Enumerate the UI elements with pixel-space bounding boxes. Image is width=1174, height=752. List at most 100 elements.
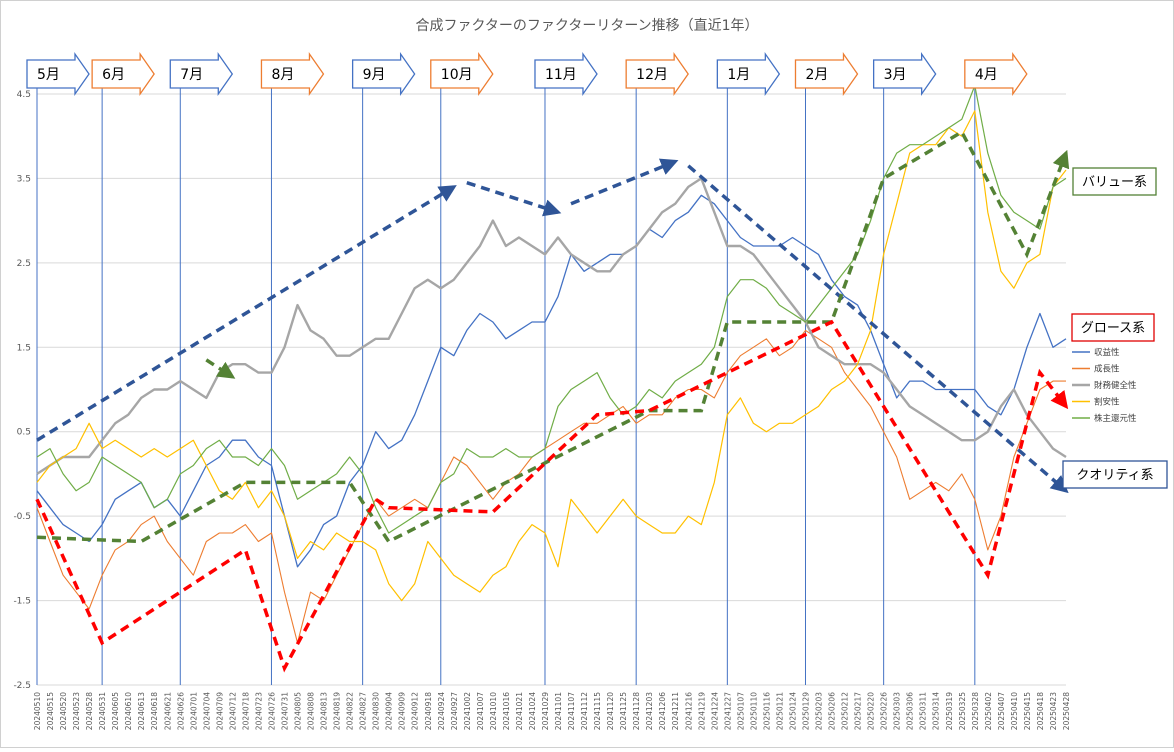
value-trend-arrow — [205, 358, 236, 379]
x-tick-label: 20250314 — [932, 692, 941, 730]
x-tick-label: 20240912 — [411, 692, 420, 730]
x-tick-label: 20240510 — [33, 692, 42, 730]
series-line-成長性 — [36, 329, 1066, 644]
x-tick-label: 20240610 — [124, 692, 133, 730]
x-tick-label: 20250107 — [736, 692, 745, 730]
x-tick-label: 20250325 — [958, 692, 967, 730]
x-tick-label: 20250311 — [919, 692, 928, 730]
legend-label: 成長性 — [1094, 364, 1120, 375]
quality-trend-arrow — [466, 181, 562, 217]
x-tick-label: 20250212 — [841, 692, 850, 730]
x-tick-label: 20241016 — [502, 692, 511, 730]
legend-label: 収益性 — [1094, 347, 1120, 358]
x-tick-label: 20240830 — [372, 692, 381, 730]
x-tick-label: 20241101 — [554, 692, 563, 730]
x-tick-label: 20241128 — [632, 692, 641, 730]
x-tick-label: 20250226 — [880, 692, 889, 730]
x-tick-label: 20240528 — [85, 692, 94, 730]
x-tick-label: 20241024 — [528, 692, 537, 730]
annotation-box — [1062, 460, 1168, 489]
x-tick-label: 20250306 — [906, 692, 915, 730]
x-tick-label: 20241007 — [476, 692, 485, 730]
x-tick-label: 20241224 — [710, 692, 719, 730]
x-tick-label: 20241115 — [593, 692, 602, 730]
x-tick-label: 20241002 — [463, 692, 472, 730]
month-arrow-shape — [964, 51, 1028, 97]
series-line-割安性 — [36, 110, 1067, 602]
y-tick-label: -2.5 — [13, 681, 31, 691]
series-line-株主還元性 — [36, 84, 1067, 534]
x-tick-label: 20241211 — [671, 692, 680, 730]
x-tick-label: 20241227 — [723, 692, 732, 730]
x-tick-label: 20240909 — [398, 692, 407, 730]
x-tick-label: 20241219 — [697, 692, 706, 730]
month-arrow-shape — [872, 51, 937, 97]
x-tick-label: 20240718 — [241, 692, 250, 730]
x-tick-label: 20240613 — [137, 692, 146, 730]
x-tick-label: 20240531 — [98, 692, 107, 730]
x-tick-label: 20240731 — [280, 692, 289, 730]
x-tick-label: 20240605 — [111, 692, 120, 730]
x-tick-label: 20250121 — [775, 692, 784, 730]
annotation-box — [1072, 167, 1157, 196]
x-tick-label: 20241107 — [567, 692, 576, 730]
x-tick-label: 20240904 — [385, 692, 394, 730]
month-arrow-label: 10月 — [441, 67, 473, 83]
x-tick-label: 20240618 — [150, 692, 159, 730]
x-tick-label: 20240808 — [307, 692, 316, 730]
x-tick-label: 20240523 — [72, 692, 81, 730]
y-tick-label: 3.5 — [17, 174, 31, 184]
x-tick-label: 20250206 — [828, 692, 837, 730]
x-tick-label: 20240819 — [333, 692, 342, 730]
annotation-label: グロース系 — [1081, 321, 1145, 336]
x-tick-label: 20240805 — [294, 692, 303, 730]
quality-trend-arrow — [36, 185, 457, 442]
x-tick-label: 20250303 — [893, 692, 902, 730]
month-arrow-label: 2月 — [805, 67, 828, 83]
x-tick-label: 20250423 — [1049, 692, 1058, 730]
annotation-box — [1071, 313, 1155, 342]
x-tick-label: 20250428 — [1062, 692, 1071, 730]
y-tick-label: 4.5 — [17, 90, 31, 100]
annotation-label: クオリティ系 — [1076, 468, 1153, 483]
x-tick-label: 20250415 — [1023, 692, 1032, 730]
month-arrow-shape — [351, 51, 416, 97]
x-tick-label: 20250220 — [867, 692, 876, 730]
x-tick-label: 20250116 — [762, 692, 771, 730]
x-tick-label: 20240813 — [320, 692, 329, 730]
x-tick-label: 20240726 — [267, 692, 276, 730]
month-arrow-label: 12月 — [636, 67, 668, 83]
x-tick-label: 20250110 — [749, 692, 758, 730]
x-tick-label: 20250124 — [788, 692, 797, 730]
chart-title: 合成ファクターのファクターリターン推移（直近1年） — [415, 17, 758, 34]
x-tick-label: 20250319 — [945, 692, 954, 730]
x-tick-label: 20240918 — [424, 692, 433, 730]
month-arrow-label: 7月 — [180, 67, 203, 83]
y-tick-label: 2.5 — [17, 259, 31, 269]
x-tick-label: 20250407 — [997, 692, 1006, 730]
x-tick-label: 20240709 — [215, 692, 224, 730]
month-arrow-shape — [794, 51, 859, 97]
series-line-財務健全性 — [36, 177, 1067, 475]
x-tick-label: 20240621 — [163, 692, 172, 730]
x-tick-label: 20240927 — [450, 692, 459, 730]
x-tick-label: 20240701 — [189, 692, 198, 730]
annotation-label: バリュー系 — [1082, 175, 1147, 190]
month-arrow-shape — [625, 51, 689, 97]
legend-label: 株主還元性 — [1094, 413, 1137, 424]
x-tick-label: 20241125 — [619, 692, 628, 730]
y-tick-label: 1.5 — [17, 343, 31, 353]
month-arrow-label: 6月 — [102, 67, 125, 83]
x-tick-label: 20240626 — [176, 692, 185, 730]
month-arrow-shape — [91, 51, 155, 97]
month-arrow-label: 11月 — [545, 67, 577, 83]
x-tick-label: 20240704 — [202, 692, 211, 730]
x-tick-label: 20241203 — [645, 692, 654, 730]
growth-trend-arrow — [35, 319, 1069, 673]
y-tick-label: -1.5 — [13, 597, 31, 607]
x-tick-label: 20240827 — [359, 692, 368, 730]
x-tick-label: 20250418 — [1036, 692, 1045, 730]
month-arrow-shape — [26, 51, 90, 97]
